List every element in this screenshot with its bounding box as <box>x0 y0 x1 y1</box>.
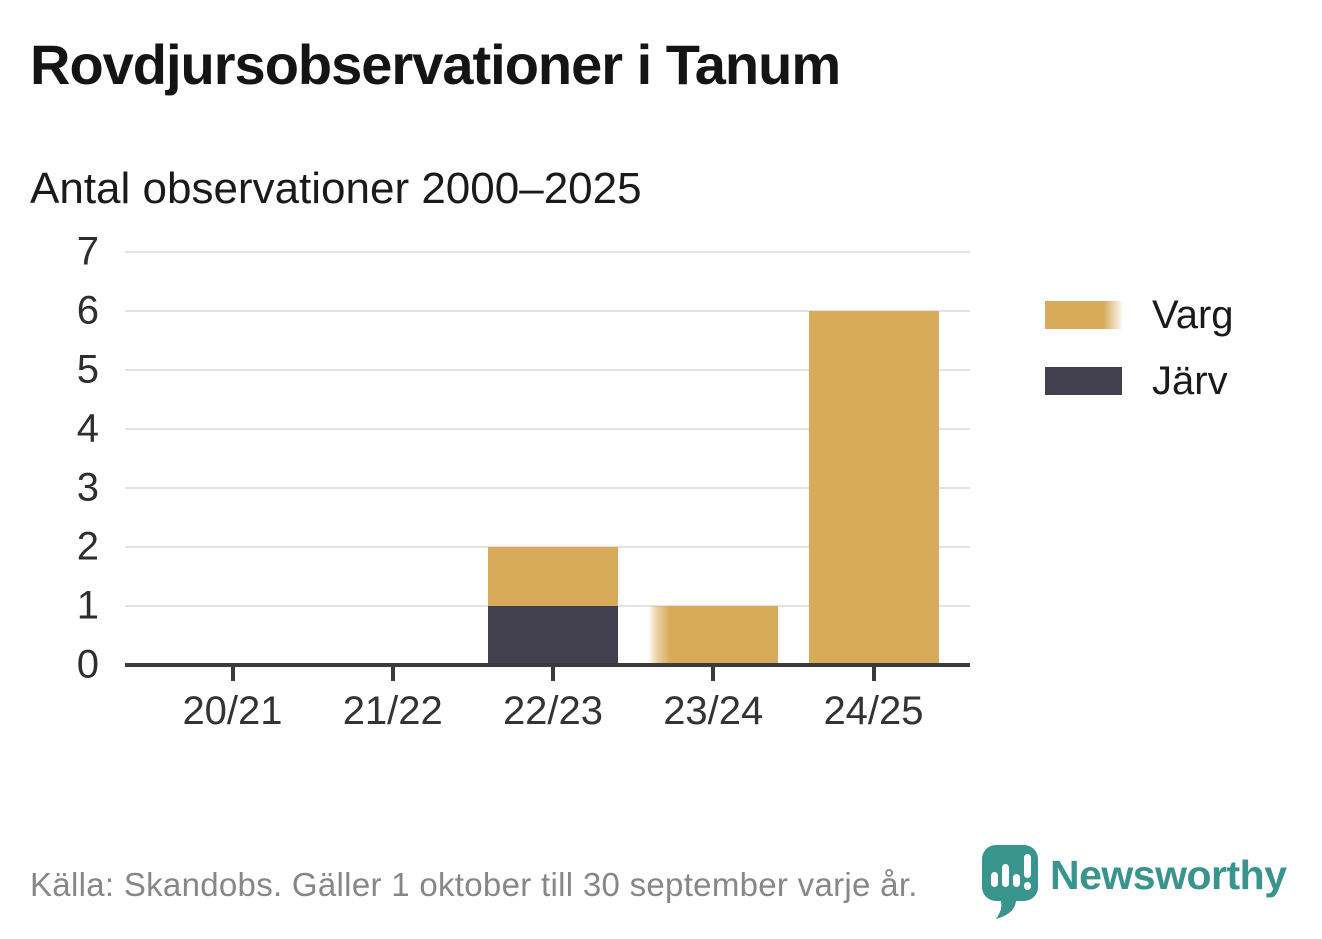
y-tick-label: 4 <box>76 406 99 451</box>
legend: Varg Järv <box>1045 295 1234 427</box>
gridline-4 <box>125 428 970 430</box>
y-tick-label: 0 <box>76 642 99 687</box>
y-tick-label: 3 <box>76 465 99 510</box>
bar-varg-22/23 <box>488 547 618 606</box>
gridline-7 <box>125 251 970 253</box>
legend-swatch-järv <box>1045 367 1122 395</box>
legend-label-varg: Varg <box>1152 293 1234 337</box>
plot-area: 0 1 2 3 4 5 6 7 20/21 21/22 22/23 23/24 24/25 <box>77 230 970 733</box>
x-tick-23/24 <box>711 667 716 681</box>
bar-varg-24/25 <box>808 311 939 665</box>
legend-swatch-varg <box>1045 301 1122 329</box>
legend-item-varg: Varg <box>1045 295 1234 335</box>
legend-item-järv: Järv <box>1045 361 1234 401</box>
brand-name: Newsworthy <box>1050 852 1287 898</box>
gridline-5 <box>125 369 970 371</box>
source-note: Källa: Skandobs. Gäller 1 oktober till 3… <box>30 866 918 903</box>
x-tick-21/22 <box>390 667 395 681</box>
y-tick-label: 7 <box>76 229 99 274</box>
gridline-6 <box>125 310 970 312</box>
gridline-3 <box>125 487 970 489</box>
y-tick-label: 5 <box>76 347 99 392</box>
y-tick-label: 6 <box>76 288 99 333</box>
x-tick-label: 23/24 <box>663 689 764 733</box>
chart-subtitle: Antal observationer 2000–2025 <box>30 164 642 213</box>
x-tick-label: 24/25 <box>823 689 924 733</box>
x-tick-label: 22/23 <box>502 689 604 733</box>
x-axis-line <box>125 663 970 667</box>
x-tick-22/23 <box>551 667 555 681</box>
y-tick-label: 1 <box>76 583 99 628</box>
chart-title: Rovdjursobservationer i Tanum <box>30 33 841 96</box>
brand-lockup: Newsworthy <box>982 845 1287 919</box>
legend-label-järv: Järv <box>1152 359 1228 403</box>
x-tick-24/25 <box>871 667 876 681</box>
bar-järv-22/23 <box>488 606 618 665</box>
x-tick-label: 20/21 <box>182 689 283 733</box>
bar-varg-23/24 <box>648 606 779 665</box>
y-tick-label: 2 <box>76 524 99 569</box>
newsworthy-logo-icon <box>982 845 1038 919</box>
x-tick-label: 21/22 <box>342 689 443 733</box>
x-tick-20/21 <box>230 667 235 681</box>
